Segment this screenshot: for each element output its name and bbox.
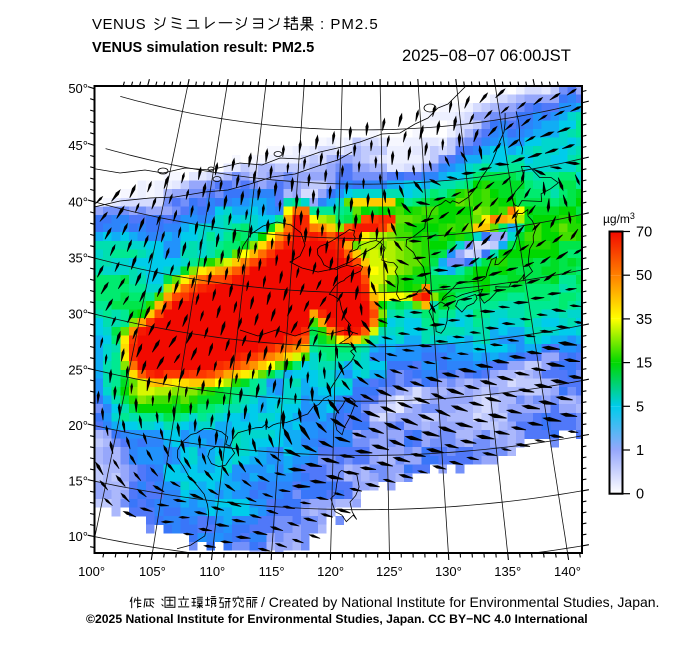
svg-text:50°: 50° (68, 81, 88, 96)
svg-text:: PM2.5: : PM2.5 (320, 16, 379, 33)
svg-text:15: 15 (636, 356, 652, 372)
svg-text:VENUS: VENUS (92, 16, 146, 33)
svg-text:10°: 10° (68, 529, 88, 544)
svg-text:25°: 25° (68, 362, 88, 377)
svg-text:105°: 105° (139, 564, 166, 579)
svg-text:120°: 120° (317, 564, 344, 579)
svg-text:135°: 135° (494, 564, 521, 579)
svg-text:µg/m3: µg/m3 (603, 211, 635, 226)
svg-text:©2025 National Institute for E: ©2025 National Institute for Environment… (86, 612, 588, 626)
svg-text:15°: 15° (68, 474, 88, 489)
svg-text:45°: 45° (68, 138, 88, 153)
svg-text:VENUS simulation result: PM2.5: VENUS simulation result: PM2.5 (92, 40, 314, 56)
svg-text:2025−08−07 06:00JST: 2025−08−07 06:00JST (402, 46, 571, 65)
svg-text:100°: 100° (78, 564, 105, 579)
svg-text:140°: 140° (554, 564, 581, 579)
svg-text:/ Created by National Institut: / Created by National Institute for Envi… (261, 594, 659, 610)
svg-text:110°: 110° (199, 564, 225, 579)
svg-text:35°: 35° (68, 251, 88, 266)
svg-text:115°: 115° (259, 564, 285, 579)
svg-text:70: 70 (636, 225, 652, 241)
svg-text:130°: 130° (435, 564, 462, 579)
svg-text:35: 35 (636, 312, 652, 328)
svg-text:50: 50 (636, 268, 652, 284)
svg-text:20°: 20° (68, 418, 88, 433)
svg-text:125°: 125° (376, 564, 403, 579)
svg-text:40°: 40° (68, 194, 88, 209)
svg-text:30°: 30° (68, 307, 88, 322)
svg-text:0: 0 (636, 487, 644, 503)
svg-text:1: 1 (636, 443, 644, 459)
svg-text:5: 5 (636, 399, 644, 415)
